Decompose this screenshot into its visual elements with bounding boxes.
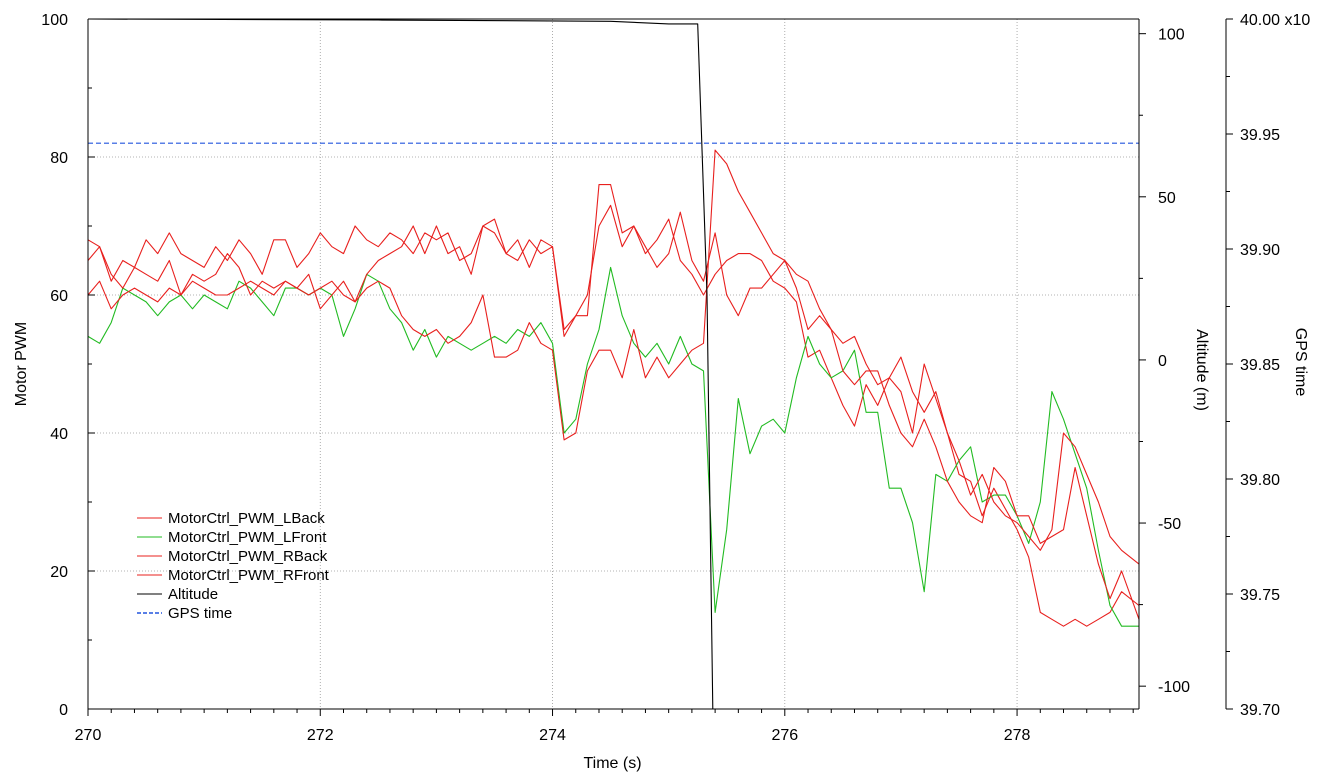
y-tick-label: 100 <box>41 12 68 29</box>
y2-axis-title: Altitude (m) <box>1193 329 1210 411</box>
legend: MotorCtrl_PWM_LBack MotorCtrl_PWM_LFront M… <box>137 510 330 622</box>
x-axis-title: Time (s) <box>583 755 641 772</box>
legend-label-gps-time: GPS time <box>168 605 232 622</box>
y3-tick-label: 39.95 <box>1240 127 1280 144</box>
series-line-motorctrl-pwm-rfront <box>87 149 1140 565</box>
y-axis-title: Motor PWM <box>13 322 30 406</box>
y2-tick-label: 0 <box>1158 353 1167 370</box>
y-tick-label: 20 <box>50 564 68 581</box>
y3-tick-label: 39.75 <box>1240 587 1280 604</box>
y3-tick-label: 39.85 <box>1240 357 1280 374</box>
x-tick-label: 272 <box>307 727 334 744</box>
series-line-altitude <box>87 18 1139 710</box>
y3-tick-label: 39.80 <box>1240 472 1280 489</box>
series-line-motorctrl-pwm-rback <box>87 204 1140 620</box>
y2-tick-label: 100 <box>1158 27 1185 44</box>
y3-tick-label: 39.90 <box>1240 242 1280 259</box>
y3-tick-label: 40.00 x10 <box>1240 12 1310 29</box>
grid <box>88 18 1139 709</box>
legend-label-motorctrl-pwm-lfront: MotorCtrl_PWM_LFront <box>168 529 327 546</box>
y-tick-label: 40 <box>50 426 68 443</box>
legend-label-motorctrl-pwm-lback: MotorCtrl_PWM_LBack <box>168 510 325 527</box>
axes: 0 20 40 60 80 100 270 272 274 276 278 -100 -50 0 50 100… <box>13 12 1310 772</box>
y2-tick-label: -50 <box>1158 516 1181 533</box>
y-tick-label: 80 <box>50 150 68 167</box>
y3-tick-label: 39.70 <box>1240 702 1280 719</box>
y3-axis-title: GPS time <box>1292 328 1309 397</box>
y2-tick-label: 50 <box>1158 190 1176 207</box>
x-tick-label: 270 <box>75 727 102 744</box>
series-line-motorctrl-pwm-lback <box>87 184 1140 627</box>
x-tick-label: 276 <box>771 727 798 744</box>
x-tick-label: 274 <box>539 727 566 744</box>
legend-label-altitude: Altitude <box>168 586 218 603</box>
legend-label-motorctrl-pwm-rfront: MotorCtrl_PWM_RFront <box>168 567 330 584</box>
plot-series <box>87 18 1140 710</box>
legend-label-motorctrl-pwm-rback: MotorCtrl_PWM_RBack <box>168 548 328 565</box>
y-tick-label: 0 <box>59 702 68 719</box>
x-tick-label: 278 <box>1004 727 1031 744</box>
y2-tick-label: -100 <box>1158 679 1190 696</box>
y-tick-label: 60 <box>50 288 68 305</box>
